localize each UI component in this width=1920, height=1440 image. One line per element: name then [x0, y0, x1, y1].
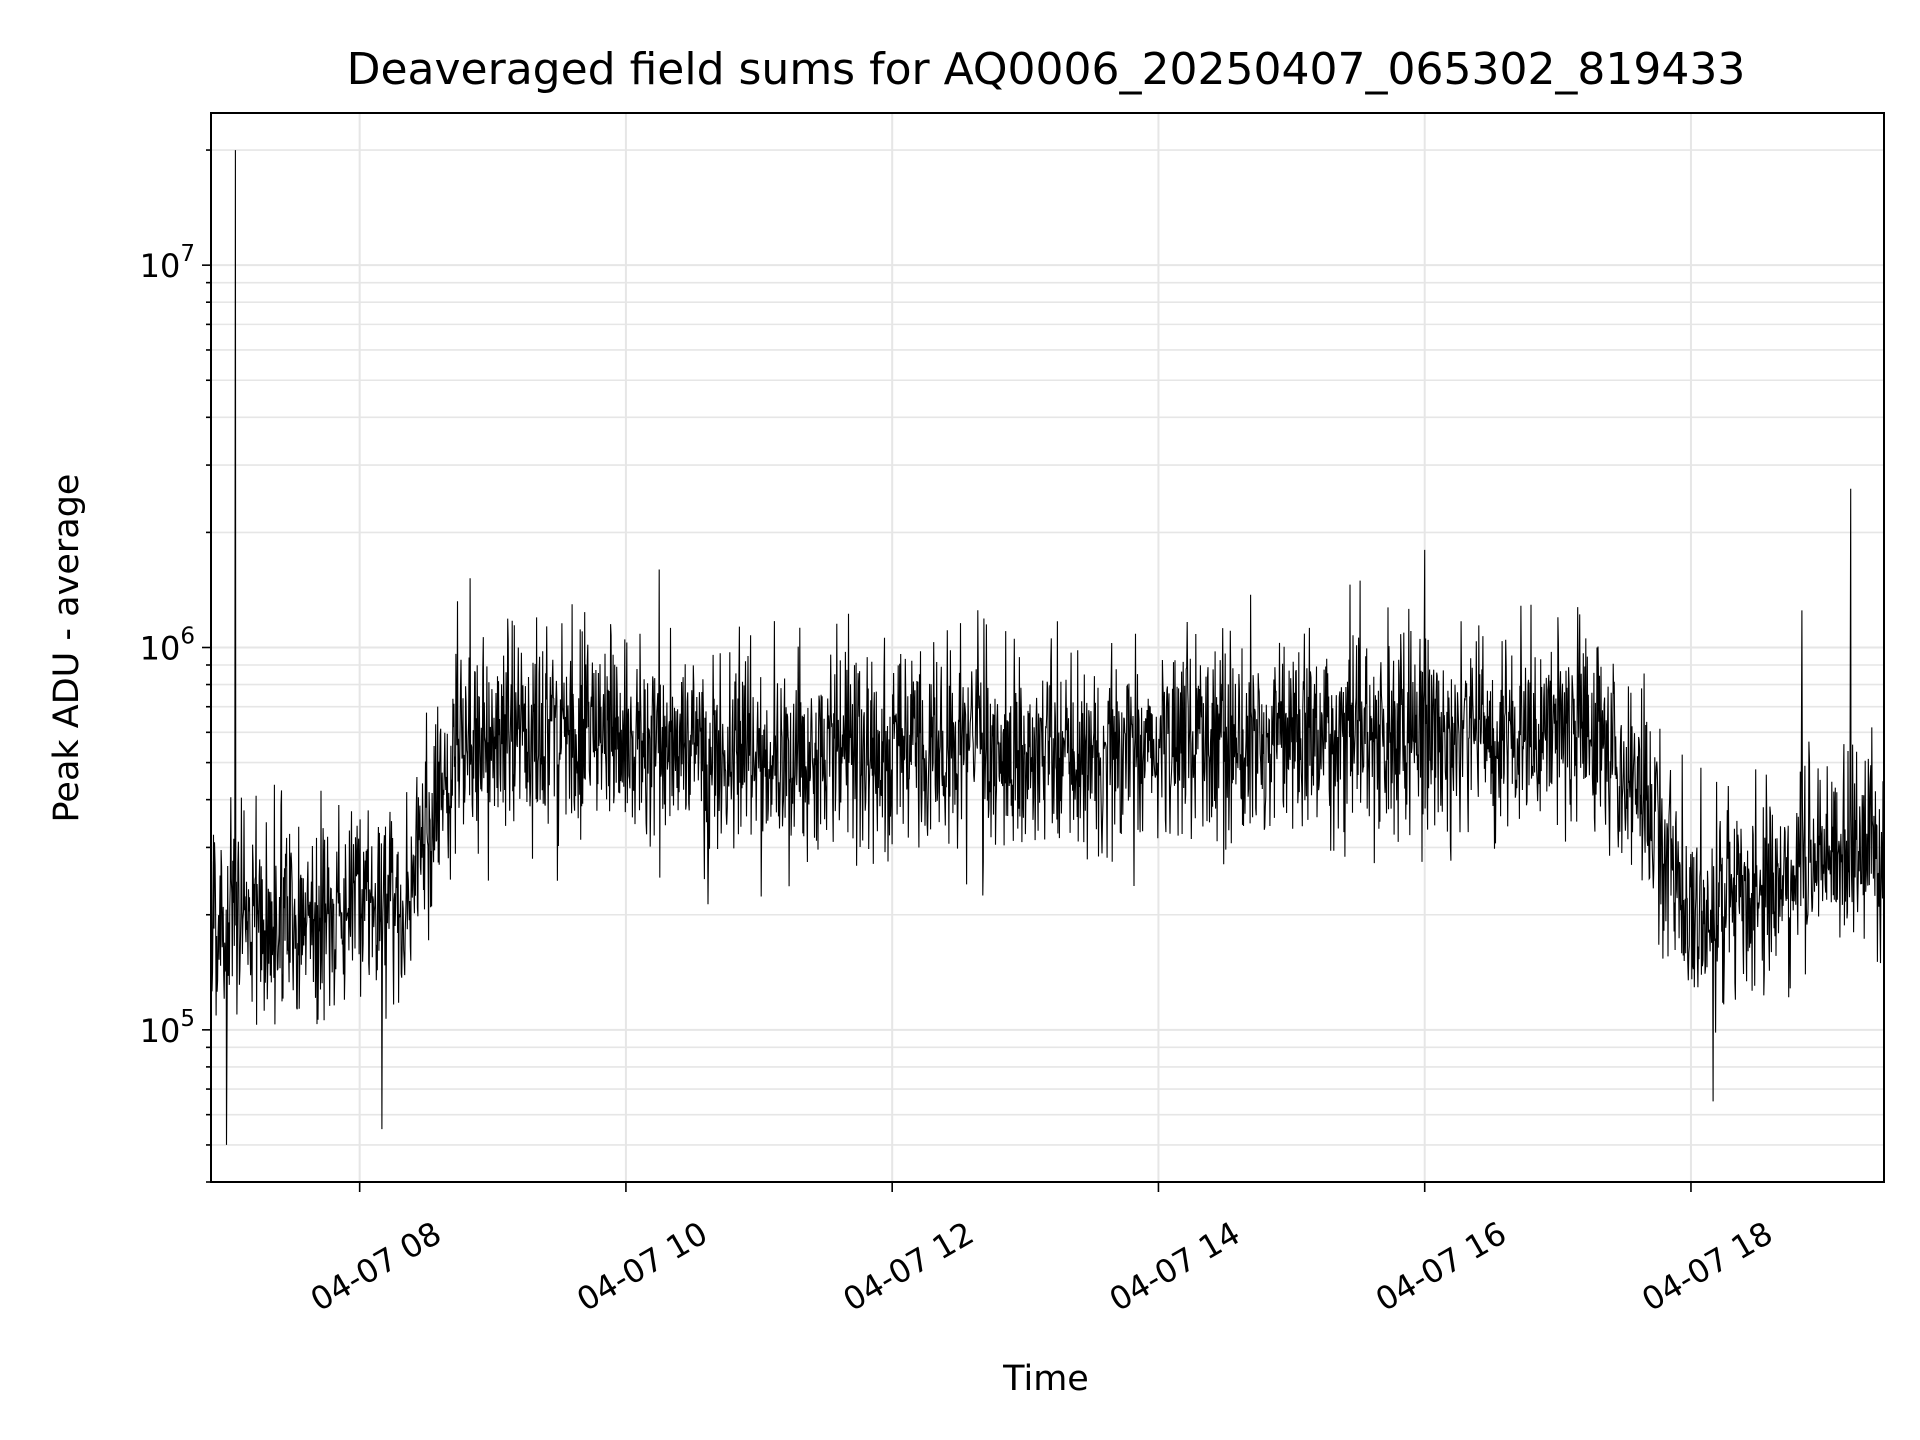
- y-tick-label: 107: [140, 241, 195, 285]
- y-axis: 105 106 107: [140, 149, 211, 1183]
- data-series-line: [210, 150, 1885, 1145]
- chart-title: Deaveraged field sums for AQ0006_2025040…: [347, 44, 1746, 95]
- series-line: [210, 150, 1885, 1145]
- y-axis-label: Peak ADU - average: [47, 474, 87, 823]
- x-axis-label: Time: [1002, 1359, 1089, 1399]
- y-tick-label: 106: [140, 624, 195, 668]
- y-tick-label: 105: [140, 1006, 195, 1050]
